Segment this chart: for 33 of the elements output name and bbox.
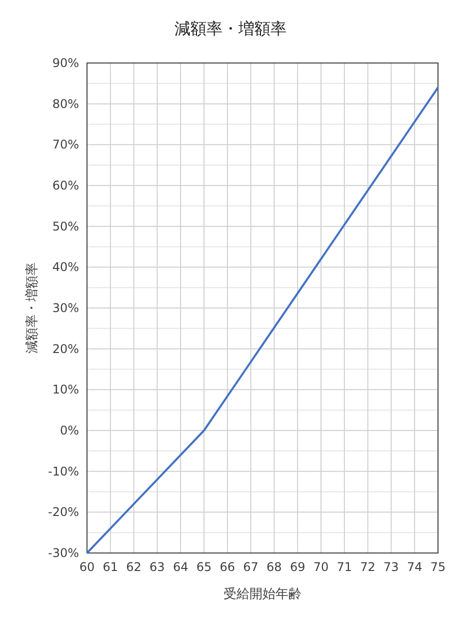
- x-tick-label: 61: [102, 560, 118, 574]
- y-tick-label: -10%: [48, 464, 79, 478]
- y-tick-label: 90%: [52, 56, 79, 70]
- x-tick-label: 74: [406, 560, 422, 574]
- x-axis-title: 受給開始年齢: [224, 587, 302, 602]
- x-tick-label: 63: [150, 560, 165, 574]
- x-tick-label: 62: [126, 560, 142, 574]
- y-tick-label: 20%: [52, 342, 79, 356]
- x-tick-label: 72: [360, 560, 376, 574]
- x-tick-label: 68: [266, 560, 282, 574]
- y-axis-title: 減額率・増額率: [24, 262, 40, 354]
- y-tick-label: 0%: [60, 424, 79, 438]
- x-tick-label: 75: [430, 560, 446, 574]
- x-tick-label: 67: [243, 560, 258, 574]
- y-tick-label: 10%: [52, 382, 79, 397]
- x-tick-label: 66: [220, 560, 236, 574]
- y-tick-label: -20%: [48, 505, 79, 520]
- y-tick-label: 60%: [52, 178, 79, 192]
- y-tick-label: 80%: [52, 96, 79, 111]
- y-tick-label: 70%: [52, 138, 79, 152]
- chart-title: 減額率・増額率: [174, 19, 286, 38]
- x-tick-label: 70: [313, 560, 329, 574]
- x-tick-label: 71: [336, 560, 352, 574]
- line-series: [86, 86, 439, 554]
- x-tick-label: 60: [79, 560, 95, 574]
- x-tick-label: 73: [384, 560, 399, 574]
- y-tick-label: 30%: [52, 301, 79, 315]
- x-tick-label: 69: [290, 560, 306, 574]
- x-tick-label: 65: [196, 560, 212, 574]
- y-tick-label: -30%: [48, 546, 79, 560]
- y-tick-label: 40%: [52, 260, 79, 274]
- x-tick-label: 64: [172, 560, 188, 574]
- y-tick-label: 50%: [52, 219, 79, 234]
